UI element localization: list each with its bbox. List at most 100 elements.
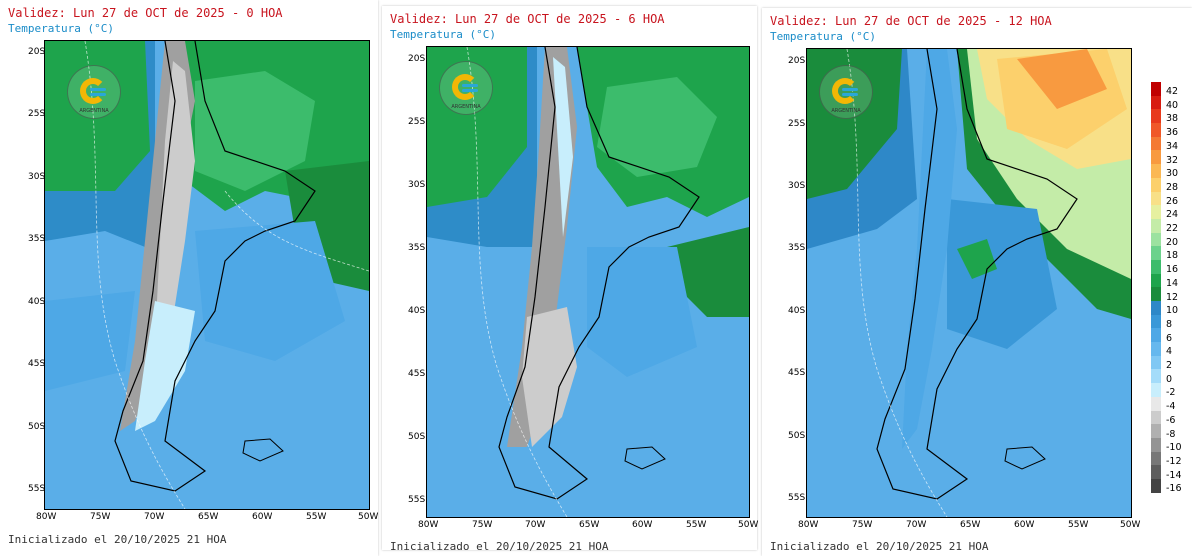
- colorbar-tick-label: 42: [1166, 86, 1179, 97]
- lon-label: 65W: [579, 520, 600, 530]
- colorbar-tick-label: 6: [1166, 332, 1173, 344]
- colorbar-tick-label: 0: [1166, 373, 1173, 385]
- colorbar-tick-label: 32: [1166, 154, 1179, 166]
- colorbar-segment: [1151, 369, 1161, 384]
- colorbar-tick-label: -6: [1166, 414, 1176, 426]
- colorbar-tick-label: 24: [1166, 209, 1179, 221]
- colorbar-segment: [1151, 301, 1161, 315]
- colorbar-tick-label: 18: [1166, 250, 1179, 262]
- colorbar-segment: [1151, 314, 1161, 329]
- lon-label: 50W: [738, 520, 759, 530]
- lon-label: 55W: [306, 512, 327, 522]
- lon-label: 70W: [906, 520, 927, 530]
- map-field: [427, 47, 749, 517]
- colorbar-tick-label: 16: [1166, 264, 1179, 276]
- colorbar-tick-label: 14: [1166, 277, 1179, 289]
- logo-c-icon: [832, 78, 858, 104]
- colorbar-tick-label: 38: [1166, 113, 1179, 125]
- colorbar-tick-label: 8: [1166, 318, 1173, 330]
- colorbar-segment: [1151, 259, 1161, 274]
- lat-label: 45S: [408, 369, 426, 379]
- smn-logo: ARGENTINA: [439, 61, 493, 115]
- lon-label: 65W: [960, 520, 981, 530]
- logo-wave-icon: [462, 89, 478, 92]
- temperature-colorbar: [1151, 82, 1161, 493]
- temperature-map: ARGENTINA: [44, 40, 370, 510]
- lon-label: 65W: [198, 512, 219, 522]
- lat-label: 50S: [408, 432, 426, 442]
- lat-label: 20S: [788, 56, 806, 66]
- temperature-map: ARGENTINA: [426, 46, 750, 518]
- logo-c-icon: [80, 78, 106, 104]
- lon-label: 60W: [632, 520, 653, 530]
- colorbar-segment: [1151, 287, 1161, 301]
- lon-label: 50W: [1120, 520, 1141, 530]
- colorbar-tick-label: 12: [1166, 291, 1179, 303]
- lon-label: 75W: [472, 520, 493, 530]
- lon-label: 60W: [252, 512, 273, 522]
- lat-label: 20S: [408, 54, 426, 64]
- colorbar-tick-label: 28: [1166, 181, 1179, 193]
- colorbar-tick-label: -10: [1166, 442, 1182, 454]
- forecast-panel-0h: Validez: Lun 27 de OCT de 2025 - 0 HOA T…: [0, 0, 378, 556]
- panel-title: Validez: Lun 27 de OCT de 2025 - 6 HOA: [390, 12, 665, 26]
- lat-label: 35S: [28, 234, 46, 244]
- colorbar-segment: [1151, 164, 1161, 178]
- lat-label: 50S: [788, 431, 806, 441]
- lon-label: 75W: [90, 512, 111, 522]
- colorbar-tick-label: 20: [1166, 236, 1179, 248]
- colorbar-segment: [1151, 246, 1161, 260]
- colorbar-tick-label: -16: [1166, 483, 1182, 495]
- colorbar-segment: [1151, 465, 1161, 479]
- colorbar-segment: [1151, 410, 1161, 425]
- panel-title: Validez: Lun 27 de OCT de 2025 - 12 HOA: [770, 14, 1052, 28]
- colorbar-segment: [1151, 123, 1161, 137]
- logo-wave-icon: [90, 88, 106, 91]
- colorbar-segment: [1151, 342, 1161, 356]
- lat-label: 25S: [788, 119, 806, 129]
- lat-label: 30S: [788, 181, 806, 191]
- panel-title: Validez: Lun 27 de OCT de 2025 - 0 HOA: [8, 6, 283, 20]
- colorbar-segment: [1151, 191, 1161, 206]
- lon-label: 80W: [418, 520, 439, 530]
- colorbar-segment: [1151, 109, 1161, 124]
- panel-subtitle: Temperatura (°C): [770, 30, 876, 43]
- colorbar-segment: [1151, 177, 1161, 192]
- logo-wave-icon: [842, 93, 858, 96]
- logo-wave-icon: [842, 88, 858, 91]
- lat-label: 30S: [28, 172, 46, 182]
- colorbar-tick-label: 10: [1166, 305, 1179, 317]
- lon-label: 55W: [686, 520, 707, 530]
- lon-label: 80W: [36, 512, 57, 522]
- colorbar-segment: [1151, 451, 1161, 466]
- logo-wave-icon: [90, 93, 106, 96]
- lat-label: 40S: [408, 306, 426, 316]
- lat-label: 20S: [28, 47, 46, 57]
- colorbar-tick-label: 36: [1166, 127, 1179, 139]
- lat-label: 55S: [408, 495, 426, 505]
- colorbar-tick-label: -8: [1166, 428, 1176, 440]
- colorbar-tick-label: 34: [1166, 140, 1179, 152]
- colorbar-tick-label: 22: [1166, 223, 1179, 234]
- lat-label: 50S: [28, 422, 46, 432]
- colorbar-segment: [1151, 136, 1161, 151]
- colorbar-segment: [1151, 424, 1161, 438]
- panel-footer: Inicializado el 20/10/2025 21 HOA: [8, 533, 227, 546]
- colorbar-tick-label: -4: [1166, 401, 1176, 413]
- lat-label: 55S: [28, 484, 46, 494]
- smn-logo: ARGENTINA: [67, 65, 121, 119]
- lat-label: 30S: [408, 180, 426, 190]
- colorbar-tick-label: 30: [1166, 168, 1179, 180]
- colorbar-segment: [1151, 232, 1161, 247]
- lon-label: 60W: [1014, 520, 1035, 530]
- colorbar-segment: [1151, 383, 1161, 397]
- lat-label: 40S: [788, 306, 806, 316]
- lat-label: 35S: [408, 243, 426, 253]
- logo-text: ARGENTINA: [831, 108, 861, 114]
- lat-label: 25S: [28, 109, 46, 119]
- smn-logo: ARGENTINA: [819, 65, 873, 119]
- temperature-map: ARGENTINA: [806, 48, 1132, 518]
- panel-footer: Inicializado el 20/10/2025 21 HOA: [390, 540, 609, 553]
- colorbar-segment: [1151, 355, 1161, 370]
- lon-label: 55W: [1068, 520, 1089, 530]
